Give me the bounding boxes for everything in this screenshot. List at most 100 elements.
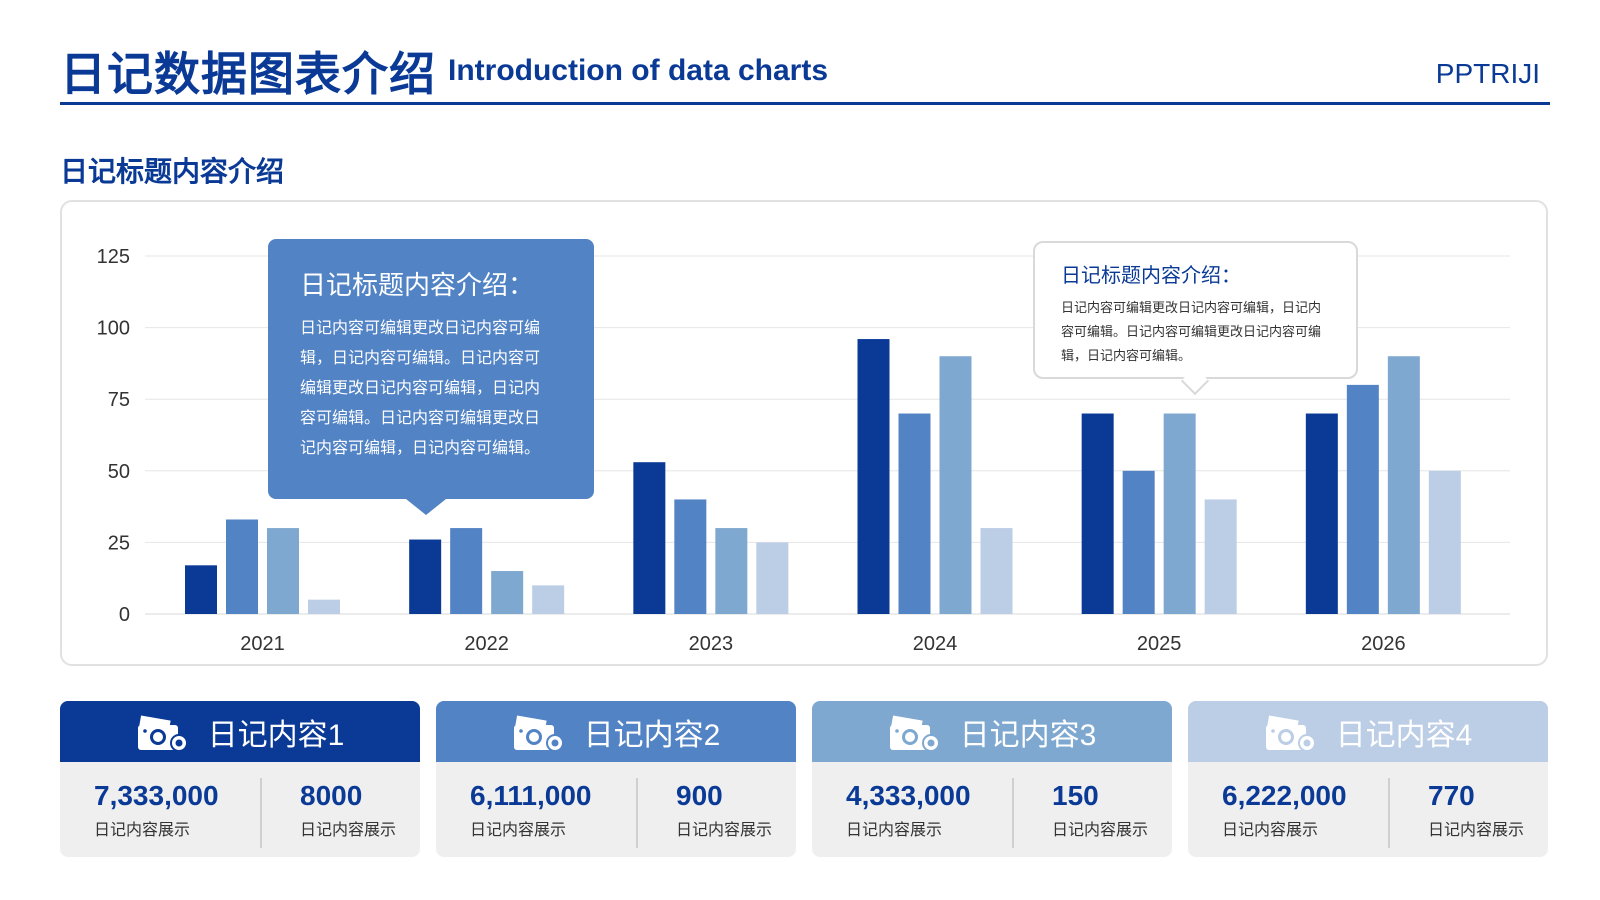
bar [185, 565, 217, 614]
summary-card-2: 日记内容2 6,111,000 日记内容展示 900 日记内容展示 [436, 701, 796, 857]
bar [939, 356, 972, 614]
stat-label: 日记内容展示 [1222, 822, 1319, 839]
bar [857, 339, 890, 614]
stat-label: 日记内容展示 [470, 822, 567, 839]
stat-value: 770 [1428, 780, 1475, 811]
x-tick-label: 2026 [1361, 633, 1406, 655]
x-tick-label: 2024 [913, 633, 958, 655]
card-header: 日记内容2 [436, 701, 796, 762]
callout-line: 日记内容可编辑更改日记内容可编辑，日记内 [1061, 300, 1322, 315]
bar [1163, 413, 1196, 614]
stat-value: 4,333,000 [846, 780, 971, 811]
bar [226, 519, 258, 614]
callout-line: 记内容可编辑，日记内容可编辑。 [300, 440, 541, 457]
bar [450, 528, 483, 614]
stat-value: 150 [1052, 780, 1099, 811]
stat-primary: 7,333,000 日记内容展示 [94, 780, 219, 840]
callout-title: 日记标题内容介绍： [1061, 265, 1241, 287]
bar [715, 528, 748, 614]
stat-primary: 4,333,000 日记内容展示 [846, 780, 971, 840]
bar [980, 528, 1013, 614]
bar [532, 585, 565, 614]
callout-secondary: 日记标题内容介绍： 日记内容可编辑更改日记内容可编辑，日记内 容可编辑。日记内容… [1033, 241, 1358, 379]
callout-body: 日记内容可编辑更改日记内容可编 辑，日记内容可编辑。日记内容可 编辑更改日记内容… [300, 314, 562, 464]
card-title: 日记内容2 [583, 718, 721, 752]
bar [409, 539, 442, 614]
stat-value: 8000 [300, 780, 363, 811]
stat-divider [260, 778, 262, 848]
brand-label: PPTRIJI [1435, 58, 1540, 89]
section-title: 日记标题内容介绍 [60, 156, 285, 187]
bar [1387, 356, 1420, 614]
stat-secondary: 8000 日记内容展示 [300, 780, 396, 840]
bar [491, 571, 524, 614]
x-tick-label: 2023 [689, 633, 734, 655]
chart-frame [60, 200, 1548, 666]
bar [674, 499, 707, 614]
card-body: 6,222,000 日记内容展示 770 日记内容展示 [1188, 762, 1548, 857]
page-subtitle: Introduction of data charts [448, 54, 829, 87]
callout-line: 辑，日记内容可编辑。 [1061, 348, 1192, 363]
bar [898, 413, 931, 614]
bar [267, 528, 299, 614]
stat-label: 日记内容展示 [676, 822, 773, 839]
stat-divider [1388, 778, 1390, 848]
card-header: 日记内容1 [60, 701, 420, 762]
y-tick-label: 125 [97, 246, 130, 268]
card-body: 6,111,000 日记内容展示 900 日记内容展示 [436, 762, 796, 857]
bar [1081, 413, 1114, 614]
card-header: 日记内容4 [1188, 701, 1548, 762]
stat-label: 日记内容展示 [1052, 822, 1149, 839]
bar [633, 462, 666, 614]
stat-value: 900 [676, 780, 723, 811]
y-tick-label: 100 [97, 318, 130, 340]
stat-label: 日记内容展示 [846, 822, 943, 839]
x-tick-label: 2022 [464, 633, 509, 655]
bar [1346, 384, 1379, 614]
card-body: 7,333,000 日记内容展示 8000 日记内容展示 [60, 762, 420, 857]
callout-line: 容可编辑。日记内容可编辑更改日 [300, 410, 541, 427]
bar [1122, 470, 1155, 614]
stat-divider [636, 778, 638, 848]
y-tick-label: 75 [108, 389, 130, 411]
callout-line: 容可编辑。日记内容可编辑更改日记内容可编 [1061, 324, 1322, 339]
stat-label: 日记内容展示 [300, 822, 397, 839]
header-divider [60, 102, 1550, 105]
stat-value: 6,111,000 [470, 780, 592, 811]
card-title: 日记内容1 [207, 718, 345, 752]
card-body: 4,333,000 日记内容展示 150 日记内容展示 [812, 762, 1172, 857]
camera-icon [1264, 713, 1316, 752]
stat-secondary: 770 日记内容展示 [1428, 780, 1524, 840]
stat-value: 7,333,000 [94, 780, 219, 811]
bar [1204, 499, 1237, 614]
stat-value: 6,222,000 [1222, 780, 1347, 811]
stat-label: 日记内容展示 [1428, 822, 1525, 839]
callout-line: 辑，日记内容可编辑。日记内容可 [300, 350, 541, 367]
stat-primary: 6,111,000 日记内容展示 [470, 780, 591, 840]
stat-label: 日记内容展示 [94, 822, 191, 839]
callout-primary: 日记标题内容介绍： 日记内容可编辑更改日记内容可编 辑，日记内容可编辑。日记内容… [268, 239, 594, 515]
bar [756, 542, 789, 614]
page-title: 日记数据图表介绍 [60, 48, 436, 100]
summary-card-1: 日记内容1 7,333,000 日记内容展示 8000 日记内容展示 [60, 701, 420, 857]
stat-divider [1012, 778, 1014, 848]
y-tick-label: 25 [108, 532, 130, 554]
stat-secondary: 150 日记内容展示 [1052, 780, 1148, 840]
y-tick-label: 0 [119, 604, 130, 626]
x-tick-label: 2025 [1137, 633, 1182, 655]
callout-title: 日记标题内容介绍： [300, 270, 535, 300]
card-header: 日记内容3 [812, 701, 1172, 762]
bar [1428, 470, 1461, 614]
callout-line: 日记内容可编辑更改日记内容可编 [300, 320, 541, 337]
card-title: 日记内容3 [959, 718, 1097, 752]
callout-line: 编辑更改日记内容可编辑，日记内 [300, 380, 541, 397]
summary-card-4: 日记内容4 6,222,000 日记内容展示 770 日记内容展示 [1188, 701, 1548, 857]
stat-primary: 6,222,000 日记内容展示 [1222, 780, 1347, 840]
callout-body: 日记内容可编辑更改日记内容可编辑，日记内 容可编辑。日记内容可编辑更改日记内容可… [1061, 296, 1330, 368]
x-tick-label: 2021 [240, 633, 285, 655]
summary-card-3: 日记内容3 4,333,000 日记内容展示 150 日记内容展示 [812, 701, 1172, 857]
bar [308, 599, 340, 614]
stat-secondary: 900 日记内容展示 [676, 780, 772, 840]
card-title: 日记内容4 [1335, 718, 1473, 752]
